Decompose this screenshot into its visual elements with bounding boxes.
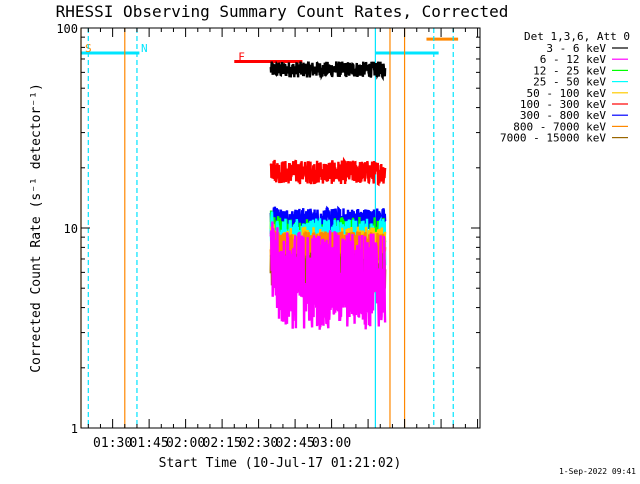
y-axis: 1 10 100 [56, 22, 480, 436]
x-tick-label: 03:00 [312, 436, 351, 451]
x-axis-label: Start Time (10-Jul-17 01:21:02) [159, 456, 402, 471]
legend-label: 25 - 50 keV [533, 76, 606, 89]
series-line [269, 221, 387, 330]
legend-title: Det 1,3,6, Att 0 [524, 30, 630, 43]
x-tick-label: 02:15 [203, 436, 242, 451]
legend-label: 50 - 100 keV [527, 87, 607, 100]
legend-label: 300 - 800 keV [520, 109, 606, 122]
legend-label: 3 - 6 keV [546, 42, 606, 55]
flag-bars: SNF [81, 37, 459, 63]
vertical-markers [80, 28, 454, 428]
legend-label: 800 - 7000 keV [513, 120, 606, 133]
legend-label: 12 - 25 keV [533, 64, 606, 77]
x-tick-label: 02:45 [276, 436, 315, 451]
y-tick-label: 1 [71, 422, 78, 436]
y-axis-label: Corrected Count Rate (s⁻¹ detector⁻¹) [29, 83, 44, 373]
series-line [269, 156, 387, 187]
flag-label: F [238, 50, 245, 63]
legend-label: 7000 - 15000 keV [500, 132, 606, 145]
timestamp: 1-Sep-2022 09:41 [559, 467, 636, 476]
series-line [269, 60, 387, 82]
legend-label: 6 - 12 keV [540, 53, 607, 66]
x-tick-label: 01:30 [93, 436, 132, 451]
legend-label: 100 - 300 keV [520, 98, 606, 111]
x-tick-label: 01:45 [130, 436, 169, 451]
y-tick-label: 100 [56, 22, 78, 36]
x-tick-label: 02:00 [166, 436, 205, 451]
y-tick-label: 10 [64, 222, 78, 236]
chart-title: RHESSI Observing Summary Count Rates, Co… [56, 2, 509, 21]
flag-label: N [141, 42, 148, 55]
x-tick-label: 02:30 [239, 436, 278, 451]
series-layer [269, 60, 387, 330]
